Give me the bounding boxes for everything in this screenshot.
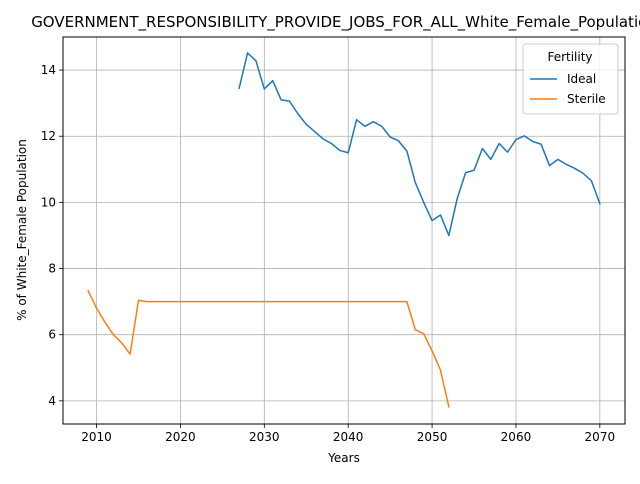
legend-label-ideal: Ideal [567,72,596,86]
y-tick-label: 4 [48,394,56,408]
tick-layer: 2010 2020 2030 2040 2050 2060 2070 4 6 8 10 12 14 [41,63,615,444]
x-tick-label: 2030 [249,430,280,444]
x-tick-label: 2070 [585,430,616,444]
y-tick-label: 8 [48,262,56,276]
y-tick-label: 14 [41,63,56,77]
legend-title: Fertility [547,50,592,64]
y-tick-label: 6 [48,328,56,342]
x-tick-label: 2050 [417,430,448,444]
series-line-ideal [238,52,601,237]
x-tick-label: 2040 [333,430,364,444]
x-axis-label: Years [327,451,360,465]
chart-title: GOVERNMENT_RESPONSIBILITY_PROVIDE_JOBS_F… [31,13,640,32]
legend: Fertility Ideal Sterile [522,43,619,115]
legend-label-sterile: Sterile [567,92,606,106]
y-axis-label: % of White_Female Population [15,139,29,321]
plot-frame [62,36,626,425]
x-tick-label: 2010 [81,430,112,444]
x-tick-label: 2020 [165,430,196,444]
series-layer [87,52,601,408]
y-tick-label: 12 [41,129,56,143]
y-tick-label: 10 [41,195,56,209]
x-tick-label: 2060 [501,430,532,444]
legend-box [522,43,619,115]
series-line-sterile [87,289,450,408]
